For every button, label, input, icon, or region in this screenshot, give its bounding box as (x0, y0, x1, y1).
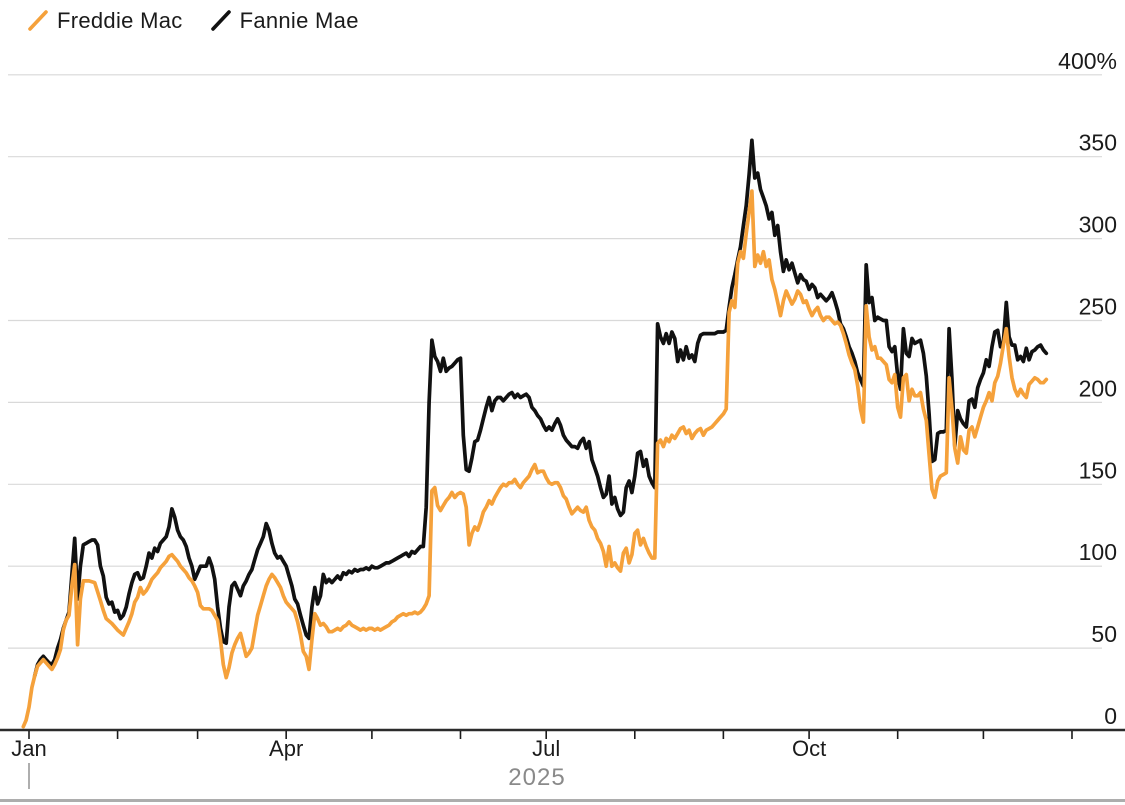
legend-label-fannie-mae: Fannie Mae (239, 8, 359, 33)
y-axis-label: 400% (1058, 48, 1117, 74)
y-axis-label: 0 (1104, 703, 1117, 729)
bottom-divider (0, 799, 1125, 802)
freddie-mac-slash-icon (28, 10, 48, 31)
y-axis-label: 150 (1079, 457, 1117, 483)
legend-label-freddie-mac: Freddie Mac (57, 8, 183, 33)
y-axis-label: 250 (1079, 294, 1117, 320)
series-line-freddie-mac (21, 189, 1049, 729)
series-line-fannie-mae (32, 138, 1049, 678)
y-axis-label: 300 (1079, 212, 1117, 238)
y-axis-label: 350 (1079, 130, 1117, 156)
month-label: Jul (532, 736, 560, 761)
month-label: Apr (269, 736, 303, 761)
month-label: Jan (11, 736, 46, 761)
chart-legend: Freddie Mac Fannie Mae (27, 8, 359, 34)
y-axis-label: 100 (1079, 539, 1117, 565)
y-axis-label: 200 (1079, 375, 1117, 401)
legend-item-freddie-mac[interactable]: Freddie Mac (27, 8, 183, 34)
fannie-mae-slash-icon (210, 10, 231, 31)
y-axis-label: 50 (1091, 621, 1117, 647)
month-label: Oct (792, 736, 826, 761)
year-label: 2025 (508, 764, 565, 791)
legend-item-fannie-mae[interactable]: Fannie Mae (210, 8, 359, 34)
